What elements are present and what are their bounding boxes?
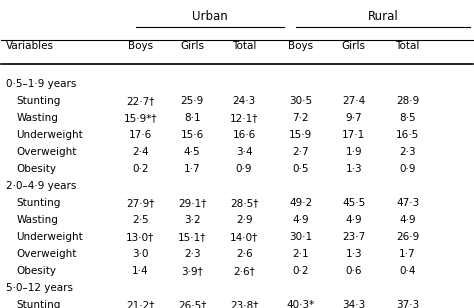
Text: Total: Total	[395, 41, 420, 51]
Text: 0·5–1·9 years: 0·5–1·9 years	[6, 79, 76, 89]
Text: 0·2: 0·2	[132, 164, 149, 174]
Text: 2·5: 2·5	[132, 215, 149, 225]
Text: 16·5: 16·5	[396, 130, 419, 140]
Text: 4·9: 4·9	[292, 215, 309, 225]
Text: 47·3: 47·3	[396, 198, 419, 208]
Text: Wasting: Wasting	[17, 113, 58, 123]
Text: 30·1: 30·1	[289, 232, 312, 242]
Text: 0·2: 0·2	[292, 266, 309, 276]
Text: 26·5†: 26·5†	[178, 300, 206, 308]
Text: 1·3: 1·3	[346, 249, 362, 259]
Text: 17·6: 17·6	[129, 130, 152, 140]
Text: 3·9†: 3·9†	[182, 266, 203, 276]
Text: 0·5: 0·5	[292, 164, 309, 174]
Text: 4·5: 4·5	[184, 147, 201, 157]
Text: Underweight: Underweight	[17, 130, 83, 140]
Text: 0·9: 0·9	[236, 164, 252, 174]
Text: 15·1†: 15·1†	[178, 232, 206, 242]
Text: Obesity: Obesity	[17, 164, 56, 174]
Text: 2·7: 2·7	[292, 147, 309, 157]
Text: 23·7: 23·7	[342, 232, 365, 242]
Text: 2·4: 2·4	[132, 147, 149, 157]
Text: Rural: Rural	[368, 10, 399, 22]
Text: 1·7: 1·7	[184, 164, 201, 174]
Text: 23·8†: 23·8†	[230, 300, 258, 308]
Text: 40·3*: 40·3*	[286, 300, 315, 308]
Text: 15·9: 15·9	[289, 130, 312, 140]
Text: 0·6: 0·6	[346, 266, 362, 276]
Text: 12·1†: 12·1†	[230, 113, 258, 123]
Text: 2·0–4·9 years: 2·0–4·9 years	[6, 181, 76, 191]
Text: Overweight: Overweight	[17, 147, 77, 157]
Text: 9·7: 9·7	[346, 113, 362, 123]
Text: 17·1: 17·1	[342, 130, 365, 140]
Text: 2·6†: 2·6†	[233, 266, 255, 276]
Text: 5·0–12 years: 5·0–12 years	[6, 283, 73, 293]
Text: 2·1: 2·1	[292, 249, 309, 259]
Text: 22·7†: 22·7†	[126, 96, 155, 106]
Text: 2·9: 2·9	[236, 215, 252, 225]
Text: Variables: Variables	[6, 41, 54, 51]
Text: 1·4: 1·4	[132, 266, 149, 276]
Text: Total: Total	[232, 41, 256, 51]
Text: 2·3: 2·3	[399, 147, 416, 157]
Text: 27·9†: 27·9†	[126, 198, 155, 208]
Text: Overweight: Overweight	[17, 249, 77, 259]
Text: 1·3: 1·3	[346, 164, 362, 174]
Text: 28·9: 28·9	[396, 96, 419, 106]
Text: 3·4: 3·4	[236, 147, 252, 157]
Text: 28·5†: 28·5†	[230, 198, 258, 208]
Text: 21·2†: 21·2†	[126, 300, 155, 308]
Text: Stunting: Stunting	[17, 300, 61, 308]
Text: 34·3: 34·3	[342, 300, 365, 308]
Text: 13·0†: 13·0†	[126, 232, 155, 242]
Text: Girls: Girls	[342, 41, 366, 51]
Text: Boys: Boys	[288, 41, 313, 51]
Text: 15·9*†: 15·9*†	[124, 113, 157, 123]
Text: 14·0†: 14·0†	[230, 232, 258, 242]
Text: 3·0: 3·0	[132, 249, 149, 259]
Text: 0·9: 0·9	[399, 164, 416, 174]
Text: 0·4: 0·4	[399, 266, 416, 276]
Text: 2·3: 2·3	[184, 249, 201, 259]
Text: 1·9: 1·9	[346, 147, 362, 157]
Text: 8·5: 8·5	[399, 113, 416, 123]
Text: Wasting: Wasting	[17, 215, 58, 225]
Text: 27·4: 27·4	[342, 96, 365, 106]
Text: Girls: Girls	[180, 41, 204, 51]
Text: 30·5: 30·5	[289, 96, 312, 106]
Text: 49·2: 49·2	[289, 198, 312, 208]
Text: Stunting: Stunting	[17, 198, 61, 208]
Text: 8·1: 8·1	[184, 113, 201, 123]
Text: Underweight: Underweight	[17, 232, 83, 242]
Text: 3·2: 3·2	[184, 215, 201, 225]
Text: Urban: Urban	[192, 10, 228, 22]
Text: 2·6: 2·6	[236, 249, 252, 259]
Text: 29·1†: 29·1†	[178, 198, 206, 208]
Text: 1·7: 1·7	[399, 249, 416, 259]
Text: 24·3: 24·3	[232, 96, 255, 106]
Text: 4·9: 4·9	[346, 215, 362, 225]
Text: 37·3: 37·3	[396, 300, 419, 308]
Text: 45·5: 45·5	[342, 198, 365, 208]
Text: 26·9: 26·9	[396, 232, 419, 242]
Text: 25·9: 25·9	[181, 96, 204, 106]
Text: Stunting: Stunting	[17, 96, 61, 106]
Text: 7·2: 7·2	[292, 113, 309, 123]
Text: 16·6: 16·6	[232, 130, 255, 140]
Text: Obesity: Obesity	[17, 266, 56, 276]
Text: 15·6: 15·6	[181, 130, 204, 140]
Text: Boys: Boys	[128, 41, 153, 51]
Text: 4·9: 4·9	[399, 215, 416, 225]
